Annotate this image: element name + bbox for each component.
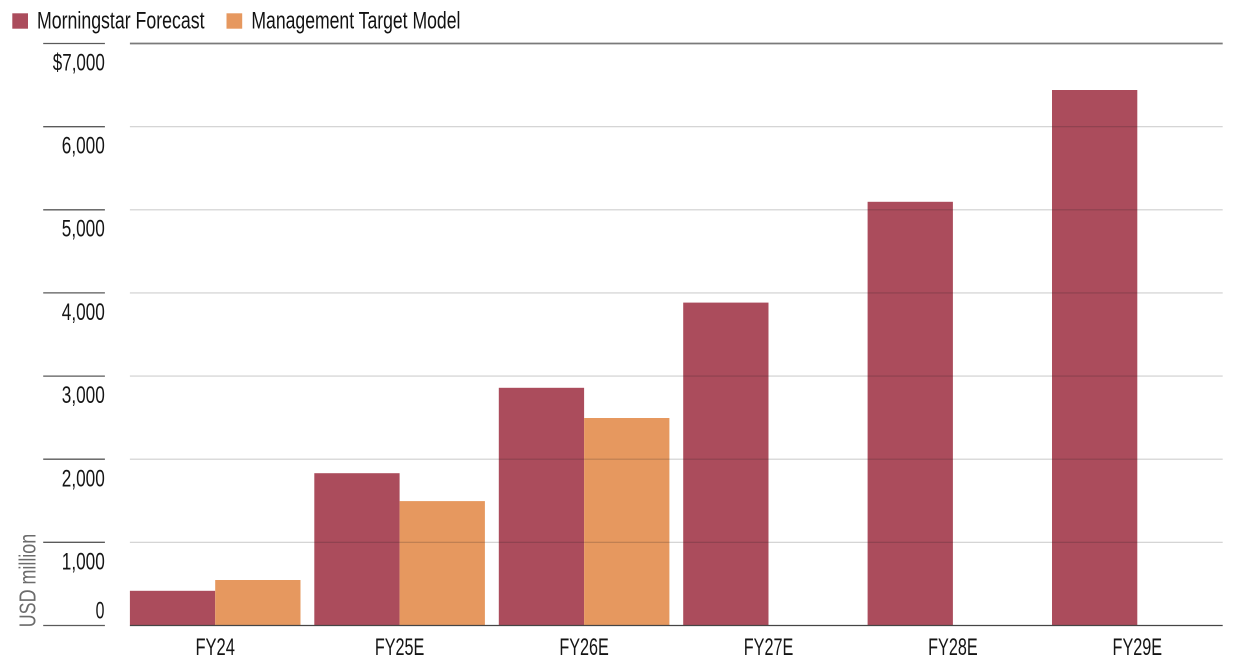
svg-text:Morningstar Forecast: Morningstar Forecast bbox=[37, 8, 205, 35]
svg-text:FY24: FY24 bbox=[195, 634, 235, 661]
svg-text:1,000: 1,000 bbox=[62, 548, 105, 575]
svg-text:FY26E: FY26E bbox=[559, 634, 609, 661]
svg-text:FY28E: FY28E bbox=[928, 634, 978, 661]
svg-text:4,000: 4,000 bbox=[62, 299, 105, 326]
svg-text:USD million: USD million bbox=[15, 534, 41, 628]
svg-text:6,000: 6,000 bbox=[62, 133, 105, 160]
svg-text:FY29E: FY29E bbox=[1113, 634, 1163, 661]
svg-text:Management Target Model: Management Target Model bbox=[251, 8, 460, 35]
svg-text:2,000: 2,000 bbox=[62, 465, 105, 492]
svg-text:3,000: 3,000 bbox=[62, 382, 105, 409]
svg-text:FY25E: FY25E bbox=[375, 634, 425, 661]
svg-text:FY27E: FY27E bbox=[744, 634, 794, 661]
svg-text:0: 0 bbox=[96, 597, 105, 624]
svg-text:5,000: 5,000 bbox=[62, 216, 105, 243]
svg-text:$7,000: $7,000 bbox=[53, 49, 105, 76]
